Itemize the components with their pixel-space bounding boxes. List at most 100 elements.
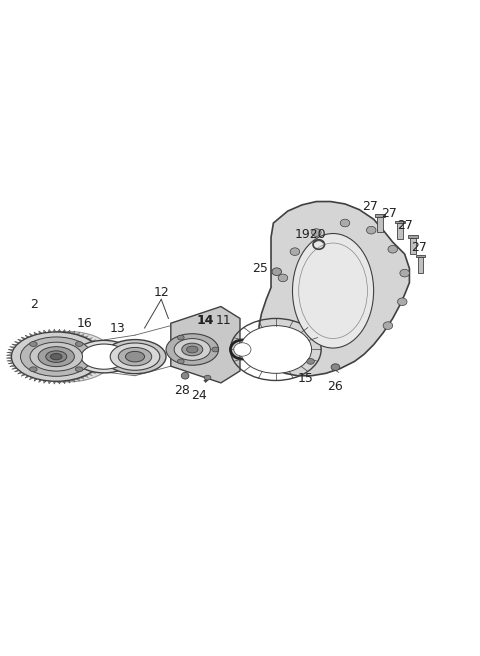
Polygon shape — [48, 329, 51, 332]
Text: 27: 27 — [381, 207, 397, 220]
Ellipse shape — [181, 373, 189, 379]
Polygon shape — [95, 369, 99, 371]
Ellipse shape — [400, 270, 409, 277]
Polygon shape — [68, 330, 70, 333]
Ellipse shape — [331, 364, 340, 371]
Polygon shape — [63, 329, 65, 332]
Text: 15: 15 — [298, 371, 314, 384]
Ellipse shape — [81, 344, 127, 369]
Polygon shape — [92, 371, 96, 373]
Polygon shape — [53, 382, 56, 384]
Polygon shape — [6, 355, 11, 356]
Polygon shape — [25, 376, 29, 378]
Polygon shape — [29, 377, 33, 380]
Ellipse shape — [178, 359, 184, 364]
Polygon shape — [17, 372, 22, 374]
Ellipse shape — [383, 322, 393, 329]
Ellipse shape — [38, 346, 74, 367]
Polygon shape — [97, 344, 101, 346]
Text: 14: 14 — [197, 314, 215, 327]
Polygon shape — [12, 344, 16, 346]
Polygon shape — [81, 377, 84, 379]
Ellipse shape — [278, 274, 288, 281]
Text: 27: 27 — [396, 219, 413, 232]
Polygon shape — [397, 224, 403, 239]
Polygon shape — [395, 220, 405, 224]
Polygon shape — [8, 363, 12, 364]
Polygon shape — [8, 350, 12, 351]
Polygon shape — [72, 380, 75, 382]
Text: 1920: 1920 — [295, 228, 326, 241]
Ellipse shape — [125, 352, 144, 362]
Ellipse shape — [104, 340, 166, 374]
Ellipse shape — [174, 338, 210, 360]
Polygon shape — [416, 255, 425, 257]
Text: 25: 25 — [252, 262, 268, 275]
Polygon shape — [99, 365, 104, 366]
Polygon shape — [48, 381, 51, 384]
Ellipse shape — [240, 325, 312, 373]
Ellipse shape — [46, 351, 67, 362]
Polygon shape — [39, 331, 41, 333]
Polygon shape — [12, 367, 16, 369]
Ellipse shape — [178, 335, 184, 340]
Polygon shape — [88, 338, 92, 340]
Ellipse shape — [307, 359, 314, 364]
Polygon shape — [7, 352, 11, 354]
Ellipse shape — [187, 346, 198, 353]
Text: 26: 26 — [327, 380, 343, 393]
Text: 13: 13 — [110, 321, 126, 335]
Text: 14: 14 — [198, 314, 214, 327]
Polygon shape — [17, 339, 22, 341]
Polygon shape — [377, 216, 383, 232]
Polygon shape — [58, 329, 60, 331]
Ellipse shape — [182, 343, 203, 356]
Text: 12: 12 — [154, 286, 169, 298]
Polygon shape — [63, 381, 65, 384]
Polygon shape — [21, 374, 25, 377]
Polygon shape — [6, 358, 11, 359]
Text: 24: 24 — [192, 389, 207, 402]
Polygon shape — [21, 337, 25, 339]
Polygon shape — [95, 342, 99, 344]
Ellipse shape — [340, 219, 350, 227]
Text: 2: 2 — [30, 298, 38, 311]
Polygon shape — [10, 365, 14, 367]
Polygon shape — [259, 201, 409, 376]
Polygon shape — [92, 340, 96, 342]
Polygon shape — [102, 356, 107, 357]
Polygon shape — [44, 330, 46, 333]
Ellipse shape — [110, 343, 160, 370]
Polygon shape — [56, 331, 114, 382]
Ellipse shape — [74, 340, 133, 373]
Polygon shape — [68, 380, 70, 383]
Polygon shape — [88, 374, 92, 376]
Polygon shape — [418, 257, 423, 273]
Polygon shape — [72, 331, 75, 333]
Polygon shape — [10, 346, 14, 348]
Ellipse shape — [75, 367, 83, 372]
Ellipse shape — [272, 268, 281, 276]
Ellipse shape — [118, 348, 152, 366]
Ellipse shape — [234, 343, 251, 356]
Ellipse shape — [166, 334, 218, 365]
Text: 11: 11 — [216, 314, 231, 327]
Ellipse shape — [21, 337, 92, 377]
Polygon shape — [29, 333, 33, 336]
Text: 16: 16 — [77, 317, 93, 330]
Ellipse shape — [388, 245, 397, 253]
Polygon shape — [14, 342, 19, 343]
Polygon shape — [44, 381, 46, 383]
Polygon shape — [34, 332, 37, 335]
Ellipse shape — [312, 229, 321, 236]
Ellipse shape — [75, 342, 83, 346]
Text: 28: 28 — [174, 384, 190, 398]
Polygon shape — [81, 334, 84, 336]
Polygon shape — [77, 379, 80, 381]
Ellipse shape — [292, 234, 373, 348]
Ellipse shape — [397, 298, 407, 306]
Ellipse shape — [30, 342, 83, 371]
Polygon shape — [101, 359, 106, 361]
Ellipse shape — [29, 342, 37, 346]
Polygon shape — [101, 353, 106, 354]
